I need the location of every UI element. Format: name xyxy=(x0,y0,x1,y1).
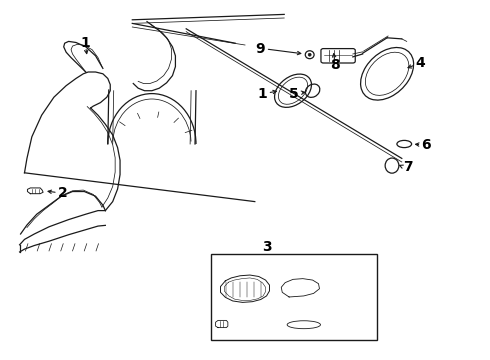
Text: 5: 5 xyxy=(289,87,299,100)
Ellipse shape xyxy=(308,53,311,56)
Text: 8: 8 xyxy=(330,58,340,72)
Text: 3: 3 xyxy=(262,240,272,253)
Bar xyxy=(211,254,377,340)
Text: 1: 1 xyxy=(257,87,267,100)
Text: 6: 6 xyxy=(421,138,431,152)
Text: 7: 7 xyxy=(403,161,413,174)
Text: 1: 1 xyxy=(81,36,91,50)
Text: 4: 4 xyxy=(416,57,425,70)
Text: 9: 9 xyxy=(255,42,265,55)
Text: 2: 2 xyxy=(58,186,68,199)
